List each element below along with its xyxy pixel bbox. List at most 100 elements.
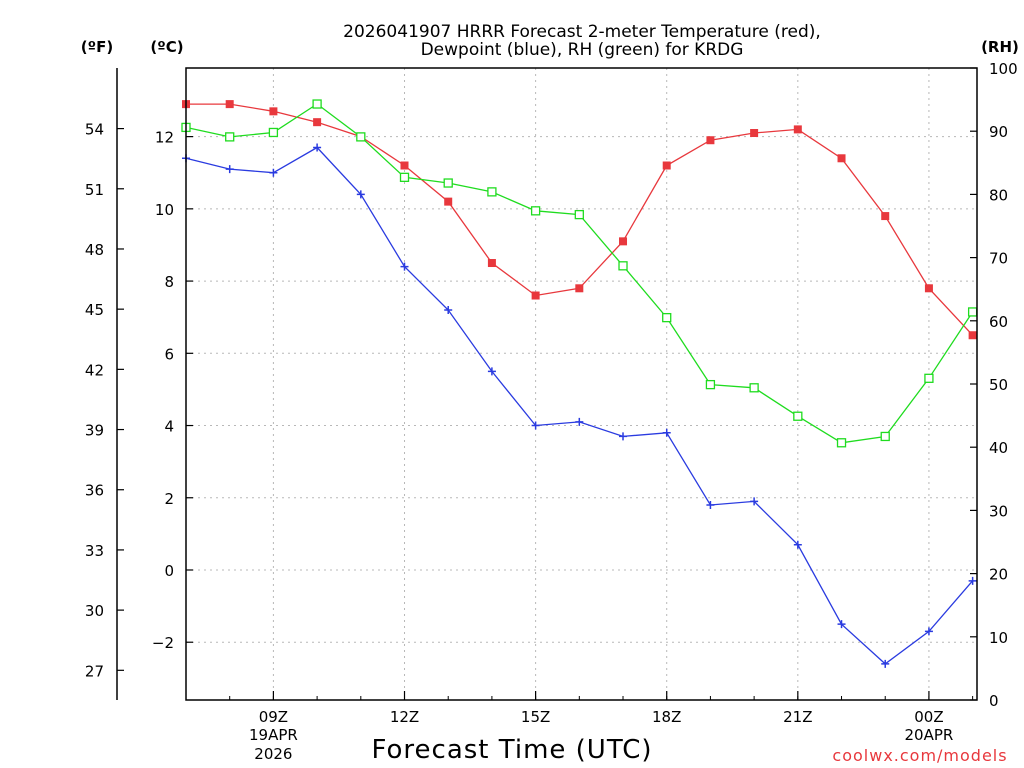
temperature-point — [924, 284, 933, 293]
chart-title-line-1: 2026041907 HRRR Forecast 2-meter Tempera… — [343, 22, 821, 42]
chart-axes: −2 0 2 4 6 8 10 12 27 30 33 36 39 42 45 48 51 54 0 10 20 30 40… — [85, 60, 1018, 763]
dewpoint-point — [269, 168, 278, 177]
fahrenheit-unit-label: (ºF) — [81, 38, 113, 56]
rh-unit-label: (RH) — [981, 38, 1019, 56]
fahrenheit-tick-label: 51 — [85, 181, 104, 199]
celsius-tick-label: 2 — [164, 490, 174, 508]
dewpoint-point — [706, 500, 715, 509]
x-tick-label: 00Z — [914, 708, 943, 726]
fahrenheit-tick-label: 30 — [85, 602, 104, 620]
temperature-point — [575, 284, 584, 293]
dewpoint-point — [531, 421, 540, 430]
celsius-tick-label: 10 — [155, 201, 174, 219]
temperature-point — [619, 237, 628, 246]
dewpoint-point — [968, 576, 977, 585]
x-axis-title: Forecast Time (UTC) — [371, 735, 652, 765]
fahrenheit-tick-label: 33 — [85, 542, 104, 560]
x-tick-label: 12Z — [390, 708, 419, 726]
rh-point — [749, 383, 759, 393]
rh-point — [268, 127, 279, 138]
rh-point — [487, 187, 497, 197]
temperature-point — [400, 161, 409, 170]
rh-tick-label: 40 — [989, 439, 1008, 457]
dewpoint-point — [400, 262, 409, 271]
temperature-point — [968, 331, 977, 340]
celsius-tick-label: 8 — [164, 273, 174, 291]
fahrenheit-tick-label: 36 — [85, 482, 104, 500]
rh-point — [793, 411, 803, 421]
temperature-point — [706, 136, 715, 145]
chart-title-line-2: Dewpoint (blue), RH (green) for KRDG — [421, 40, 744, 60]
dewpoint-line — [185, 146, 974, 665]
temperature-point — [531, 291, 540, 300]
source-credit: coolwx.com/models — [832, 746, 1007, 765]
plot-frame — [185, 67, 978, 701]
rh-tick-label: 30 — [989, 502, 1008, 520]
rh-point — [618, 261, 628, 271]
rh-tick-label: 100 — [989, 60, 1018, 78]
dewpoint-point — [881, 659, 890, 668]
temperature-point — [750, 129, 759, 138]
fahrenheit-tick-label: 54 — [85, 121, 104, 139]
rh-point — [924, 373, 934, 383]
rh-point — [399, 172, 410, 182]
chart-gridlines — [186, 68, 977, 700]
rh-tick-label: 0 — [989, 692, 999, 710]
dewpoint-point — [750, 497, 759, 506]
dewpoint-point — [793, 540, 802, 549]
temperature-line — [186, 103, 974, 336]
fahrenheit-tick-label: 42 — [85, 361, 104, 379]
dewpoint-point — [487, 367, 496, 376]
rh-tick-label: 70 — [989, 250, 1008, 268]
celsius-tick-label: 12 — [155, 129, 174, 147]
chart-series — [181, 99, 978, 668]
temperature-point — [225, 100, 234, 109]
rh-tick-label: 20 — [989, 566, 1008, 584]
rh-tick-label: 90 — [989, 123, 1008, 141]
dewpoint-point — [837, 620, 846, 629]
temperature-point — [313, 118, 322, 127]
x-tick-date-label: 20APR — [905, 726, 954, 744]
rh-point — [662, 312, 672, 323]
fahrenheit-tick-label: 48 — [85, 241, 104, 259]
temperature-point — [269, 107, 278, 116]
rh-point — [836, 438, 847, 448]
fahrenheit-tick-label: 27 — [85, 662, 104, 680]
rh-point — [530, 206, 541, 216]
dewpoint-point — [662, 428, 671, 437]
rh-point — [880, 431, 890, 442]
dewpoint-point — [313, 143, 322, 152]
temperature-point — [444, 197, 453, 206]
dewpoint-point — [444, 305, 453, 314]
dewpoint-point — [225, 165, 234, 174]
rh-point — [225, 132, 235, 142]
dewpoint-point — [924, 627, 933, 636]
dewpoint-point — [356, 190, 365, 199]
rh-tick-label: 80 — [989, 186, 1008, 204]
rh-point — [705, 379, 716, 390]
rh-point — [356, 132, 366, 142]
rh-point — [312, 99, 322, 109]
temperature-point — [662, 161, 671, 170]
celsius-tick-label: 4 — [164, 418, 174, 436]
temperature-point — [881, 212, 890, 221]
temperature-point — [793, 125, 802, 134]
x-tick-label: 21Z — [783, 708, 812, 726]
celsius-tick-label: −2 — [152, 634, 174, 652]
rh-point — [574, 209, 584, 220]
celsius-unit-label: (ºC) — [150, 38, 183, 56]
dewpoint-point — [575, 417, 584, 426]
x-tick-year-label: 2026 — [254, 745, 292, 763]
rh-point — [443, 178, 453, 188]
dewpoint-point — [619, 432, 628, 441]
temperature-point — [487, 259, 496, 268]
celsius-tick-label: 0 — [164, 562, 174, 580]
fahrenheit-tick-label: 39 — [85, 422, 104, 440]
x-tick-label: 15Z — [521, 708, 550, 726]
x-tick-label: 18Z — [652, 708, 681, 726]
x-tick-label: 09Z — [259, 708, 288, 726]
x-tick-date-label: 19APR — [249, 726, 298, 744]
rh-tick-label: 60 — [989, 313, 1008, 331]
rh-tick-label: 10 — [989, 629, 1008, 647]
